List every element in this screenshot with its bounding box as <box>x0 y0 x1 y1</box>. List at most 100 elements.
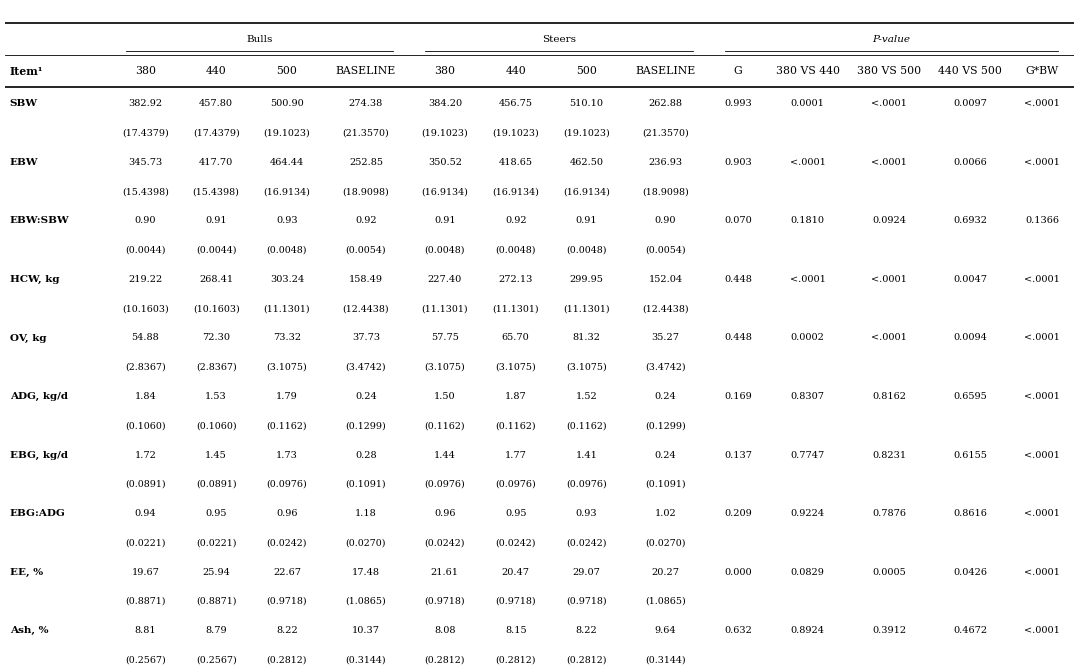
Text: <.0001: <.0001 <box>1024 333 1061 343</box>
Text: (0.8871): (0.8871) <box>196 597 236 606</box>
Text: 1.87: 1.87 <box>505 392 527 401</box>
Text: 20.47: 20.47 <box>502 568 530 577</box>
Text: 464.44: 464.44 <box>270 158 304 167</box>
Text: OV, kg: OV, kg <box>10 333 46 343</box>
Text: 81.32: 81.32 <box>573 333 601 343</box>
Text: 1.45: 1.45 <box>205 451 227 460</box>
Text: (3.4742): (3.4742) <box>645 363 686 372</box>
Text: (0.2567): (0.2567) <box>125 655 166 665</box>
Text: (0.0976): (0.0976) <box>424 480 465 489</box>
Text: (12.4438): (12.4438) <box>642 304 688 313</box>
Text: (0.0048): (0.0048) <box>495 246 536 255</box>
Text: 0.92: 0.92 <box>505 216 527 225</box>
Text: EBG:ADG: EBG:ADG <box>10 509 66 518</box>
Text: SBW: SBW <box>10 99 38 108</box>
Text: (3.1075): (3.1075) <box>424 363 465 372</box>
Text: BASELINE: BASELINE <box>336 67 396 76</box>
Text: EBW:SBW: EBW:SBW <box>10 216 69 225</box>
Text: (2.8367): (2.8367) <box>125 363 166 372</box>
Text: (0.9718): (0.9718) <box>566 597 606 606</box>
Text: (3.4742): (3.4742) <box>345 363 386 372</box>
Text: 0.4672: 0.4672 <box>953 626 987 635</box>
Text: <.0001: <.0001 <box>1024 392 1061 401</box>
Text: 37.73: 37.73 <box>352 333 380 343</box>
Text: (0.0976): (0.0976) <box>566 480 606 489</box>
Text: 303.24: 303.24 <box>270 275 304 284</box>
Text: 0.8616: 0.8616 <box>954 509 987 518</box>
Text: 462.50: 462.50 <box>570 158 603 167</box>
Text: 1.53: 1.53 <box>205 392 227 401</box>
Text: <.0001: <.0001 <box>871 333 907 343</box>
Text: 8.22: 8.22 <box>276 626 298 635</box>
Text: <.0001: <.0001 <box>790 158 825 167</box>
Text: 0.0066: 0.0066 <box>954 158 987 167</box>
Text: 9.64: 9.64 <box>655 626 677 635</box>
Text: (0.0044): (0.0044) <box>196 246 236 255</box>
Text: 0.8231: 0.8231 <box>872 451 906 460</box>
Text: (18.9098): (18.9098) <box>642 187 688 196</box>
Text: 65.70: 65.70 <box>502 333 530 343</box>
Text: 0.0094: 0.0094 <box>954 333 987 343</box>
Text: (0.0221): (0.0221) <box>125 538 165 548</box>
Text: 0.9224: 0.9224 <box>791 509 824 518</box>
Text: (3.1075): (3.1075) <box>495 363 536 372</box>
Text: 0.7876: 0.7876 <box>872 509 906 518</box>
Text: (19.1023): (19.1023) <box>422 128 468 138</box>
Text: (0.0242): (0.0242) <box>566 538 606 548</box>
Text: 0.0829: 0.0829 <box>791 568 824 577</box>
Text: (0.1162): (0.1162) <box>566 421 606 430</box>
Text: 35.27: 35.27 <box>652 333 680 343</box>
Text: (15.4398): (15.4398) <box>122 187 168 196</box>
Text: G: G <box>734 67 742 76</box>
Text: 0.24: 0.24 <box>655 451 677 460</box>
Text: (11.1301): (11.1301) <box>422 304 468 313</box>
Text: 0.96: 0.96 <box>276 509 298 518</box>
Text: (19.1023): (19.1023) <box>263 128 311 138</box>
Text: <.0001: <.0001 <box>1024 158 1061 167</box>
Text: 382.92: 382.92 <box>128 99 162 108</box>
Text: 236.93: 236.93 <box>648 158 683 167</box>
Text: 440: 440 <box>505 67 527 76</box>
Text: (17.4379): (17.4379) <box>122 128 168 138</box>
Text: <.0001: <.0001 <box>871 275 907 284</box>
Text: EE, %: EE, % <box>10 568 43 577</box>
Text: 1.52: 1.52 <box>576 392 598 401</box>
Text: 510.10: 510.10 <box>570 99 603 108</box>
Text: (0.2812): (0.2812) <box>495 655 536 665</box>
Text: (0.3144): (0.3144) <box>645 655 686 665</box>
Text: (3.1075): (3.1075) <box>267 363 308 372</box>
Text: <.0001: <.0001 <box>1024 275 1061 284</box>
Text: 0.137: 0.137 <box>724 451 752 460</box>
Text: (0.1091): (0.1091) <box>345 480 386 489</box>
Text: <.0001: <.0001 <box>1024 451 1061 460</box>
Text: 268.41: 268.41 <box>199 275 233 284</box>
Text: (0.3144): (0.3144) <box>345 655 386 665</box>
Text: 29.07: 29.07 <box>573 568 600 577</box>
Text: 8.22: 8.22 <box>576 626 598 635</box>
Text: Steers: Steers <box>543 35 576 44</box>
Text: 8.79: 8.79 <box>205 626 227 635</box>
Text: (19.1023): (19.1023) <box>563 128 610 138</box>
Text: (0.0054): (0.0054) <box>345 246 386 255</box>
Text: 0.24: 0.24 <box>355 392 377 401</box>
Text: 152.04: 152.04 <box>648 275 683 284</box>
Text: (0.0048): (0.0048) <box>425 246 465 255</box>
Text: (16.9134): (16.9134) <box>422 187 468 196</box>
Text: 8.15: 8.15 <box>505 626 527 635</box>
Text: HCW, kg: HCW, kg <box>10 275 59 284</box>
Text: (0.1162): (0.1162) <box>424 421 465 430</box>
Text: (16.9134): (16.9134) <box>492 187 540 196</box>
Text: 0.632: 0.632 <box>724 626 752 635</box>
Text: (0.1060): (0.1060) <box>125 421 165 430</box>
Text: 219.22: 219.22 <box>128 275 163 284</box>
Text: 0.90: 0.90 <box>135 216 156 225</box>
Text: 0.94: 0.94 <box>135 509 156 518</box>
Text: 0.993: 0.993 <box>724 99 752 108</box>
Text: 0.903: 0.903 <box>724 158 752 167</box>
Text: 345.73: 345.73 <box>128 158 163 167</box>
Text: 350.52: 350.52 <box>428 158 462 167</box>
Text: (0.2812): (0.2812) <box>566 655 606 665</box>
Text: (21.3570): (21.3570) <box>342 128 390 138</box>
Text: (0.0976): (0.0976) <box>495 480 536 489</box>
Text: (15.4398): (15.4398) <box>193 187 240 196</box>
